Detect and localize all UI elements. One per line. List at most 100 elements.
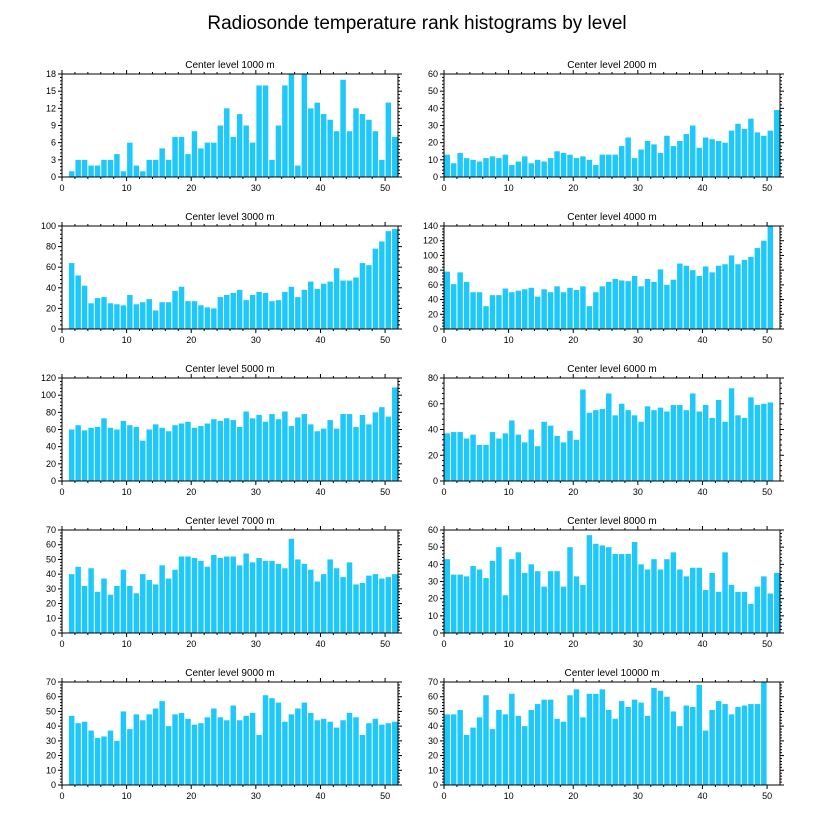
bar [353, 108, 359, 177]
x-tick-label: 30 [251, 487, 261, 497]
bar [211, 708, 217, 785]
x-tick-label: 50 [380, 183, 390, 193]
bar [320, 718, 327, 785]
bar [178, 136, 185, 177]
bar [567, 695, 573, 785]
bar [580, 286, 586, 329]
y-tick-label: 0 [51, 172, 56, 182]
bar [515, 552, 522, 633]
y-tick-label: 30 [46, 736, 56, 746]
bar [275, 125, 282, 177]
x-tick-label: 10 [504, 791, 514, 801]
bar [94, 298, 101, 329]
figure-title: Radiosonde temperature rank histograms b… [207, 13, 626, 34]
bar [385, 416, 392, 482]
bar [638, 286, 644, 329]
y-tick-label: 50 [428, 542, 438, 552]
y-tick-label: 10 [46, 613, 56, 623]
y-tick-label: 20 [428, 309, 438, 319]
bar [327, 420, 333, 481]
bar [256, 557, 262, 633]
bar [690, 125, 696, 177]
bar [185, 154, 191, 177]
bar [372, 248, 379, 329]
bar [372, 574, 379, 633]
x-tick-label: 30 [633, 487, 643, 497]
bar [191, 557, 198, 633]
bar [172, 569, 178, 633]
bar [107, 427, 114, 481]
bar [353, 717, 359, 785]
bar [385, 231, 392, 329]
bar [146, 429, 152, 481]
bar [463, 438, 470, 481]
y-tick-label: 40 [46, 283, 56, 293]
histogram-panels: Center level 1000 m 0 3 6 9 12 15 18 0 10 20 30 40 50… [41, 60, 784, 801]
bar [761, 135, 767, 177]
bar [120, 171, 127, 177]
bar [586, 412, 593, 481]
bar [392, 721, 398, 785]
bar [599, 689, 606, 785]
y-tick-label: 50 [428, 86, 438, 96]
bar [761, 576, 767, 633]
bar [114, 585, 120, 633]
bar [275, 563, 282, 633]
bar [754, 132, 761, 177]
bar [120, 305, 127, 329]
bar [314, 288, 320, 329]
bar [172, 136, 178, 177]
bar [470, 159, 476, 177]
y-tick-label: 120 [41, 373, 56, 383]
panel-title: Center level 9000 m [185, 668, 275, 679]
bar [748, 118, 754, 177]
y-tick-label: 40 [428, 559, 438, 569]
bar [631, 415, 638, 481]
y-tick-label: 60 [46, 692, 56, 702]
y-tick-label: 0 [433, 628, 438, 638]
bar [534, 704, 541, 785]
histogram-panel-6: Center level 6000 m 0 20 40 60 80 0 10 20 30 40 50 [428, 364, 784, 497]
bar [625, 707, 631, 785]
bar [606, 547, 612, 633]
y-tick-label: 0 [433, 780, 438, 790]
bar [522, 726, 528, 785]
bar [327, 119, 333, 177]
bar [735, 264, 741, 329]
bar [509, 292, 515, 329]
bar [101, 159, 107, 177]
y-tick-label: 9 [51, 121, 56, 131]
y-tick-label: 100 [41, 221, 56, 231]
bar [308, 569, 314, 633]
x-tick-label: 10 [122, 791, 132, 801]
bar [392, 136, 398, 177]
x-tick-label: 40 [697, 335, 707, 345]
bar [586, 693, 593, 785]
bar [81, 159, 88, 177]
x-tick-label: 50 [762, 487, 772, 497]
bar [353, 277, 359, 329]
bar [204, 423, 211, 481]
bar [722, 142, 728, 177]
bar [618, 554, 625, 633]
bar [586, 306, 593, 329]
x-tick-label: 40 [315, 335, 325, 345]
bar [560, 292, 567, 329]
bar [761, 240, 767, 329]
x-tick-label: 50 [380, 335, 390, 345]
bar [593, 693, 599, 785]
bar [463, 281, 470, 329]
bar [496, 158, 502, 177]
bar [547, 425, 554, 481]
y-tick-label: 80 [428, 373, 438, 383]
bar [379, 159, 385, 177]
y-tick-label: 80 [46, 242, 56, 252]
bar [534, 571, 541, 633]
bar [709, 272, 715, 329]
bar [217, 125, 224, 177]
bar [547, 158, 554, 177]
y-tick-label: 20 [46, 459, 56, 469]
bar [476, 569, 483, 633]
bar [275, 419, 282, 481]
bar [120, 569, 127, 633]
